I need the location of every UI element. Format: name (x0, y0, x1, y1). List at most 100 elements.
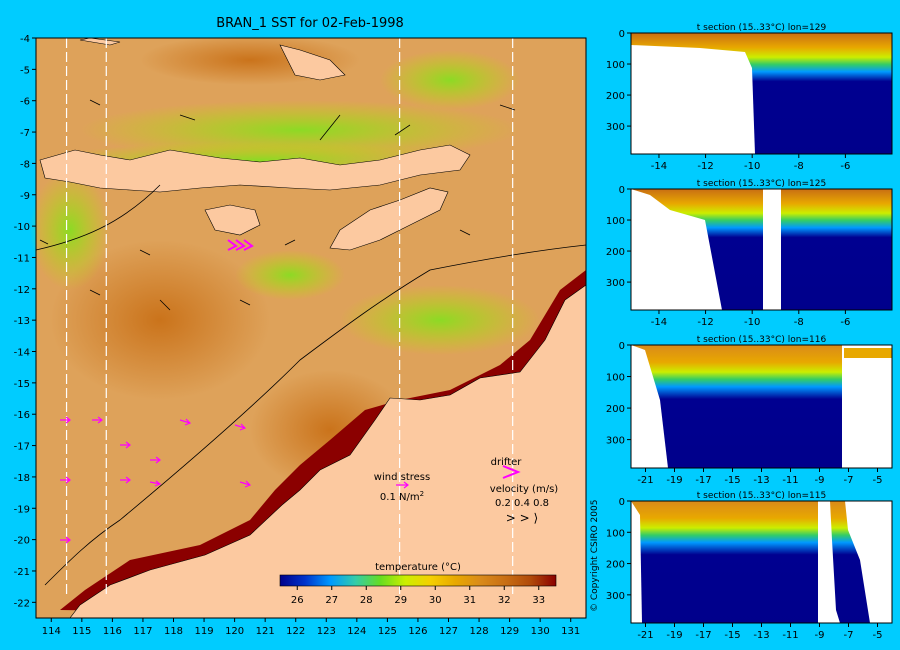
section-x-tick-label: -12 (697, 161, 713, 172)
section-y-tick-label: 100 (606, 528, 625, 539)
section-x-tick-label: -5 (873, 630, 883, 641)
section-lon-115 (631, 501, 892, 623)
colorbar-tick-label: 27 (325, 595, 338, 606)
map-y-tick-label: -8 (20, 159, 30, 170)
section-title: t section (15..33°C) lon=129 (697, 23, 827, 33)
map-y-tick-label: -5 (20, 65, 30, 76)
section-x-tick-label: -17 (695, 630, 711, 641)
section-x-tick-label: -7 (844, 630, 854, 641)
map-x-tick-label: 130 (531, 626, 550, 637)
colorbar-tick-label: 28 (360, 595, 373, 606)
section-y-tick-label: 0 (619, 185, 625, 196)
map-y-tick-label: -22 (14, 598, 30, 609)
section-land-mask (842, 345, 892, 468)
cool-patch (340, 285, 540, 355)
map-y-tick-label: -20 (14, 536, 30, 547)
map-y-tick-label: -7 (20, 128, 30, 139)
map-x-tick-label: 114 (42, 626, 61, 637)
wind-stress-value: 0.1 N/m2 (380, 490, 424, 503)
copyright-text: © Copyright CSIRO 2005 (590, 500, 600, 612)
drifter-label: drifter (491, 457, 523, 468)
section-y-tick-label: 0 (619, 341, 625, 352)
cool-patch (235, 250, 345, 300)
section-x-tick-label: -14 (651, 161, 667, 172)
map-y-tick-label: -6 (20, 97, 30, 108)
section-x-tick-label: -11 (782, 475, 798, 486)
map-x-tick-label: 122 (286, 626, 305, 637)
map-y-tick-label: -14 (14, 348, 30, 359)
map-y-tick-label: -9 (20, 191, 30, 202)
australia-land (69, 284, 587, 619)
section-axes: t section (15..33°C) lon=129 -14 -12 -10 -8 -… (606, 23, 893, 641)
colorbar-tick-label: 33 (532, 595, 545, 606)
map-y-tick-label: -17 (14, 442, 30, 453)
lesser-sunda-islands (39, 144, 471, 193)
timor-island (329, 187, 449, 251)
colorbar-label: temperature (°C) (375, 562, 461, 573)
map-y-axis: -4 -5 -6 -7 -8 -9 -10 -11 -12 -13 -14 -15 -16 -17 -18 -… (14, 34, 36, 609)
t-sections: t section (15..33°C) lon=129 -14 -12 -10 -8 -… (606, 23, 893, 641)
section-y-tick-label: 200 (606, 404, 625, 415)
section-land-mask (631, 45, 755, 154)
section-y-tick-label: 300 (606, 122, 625, 133)
cool-patch (30, 170, 110, 290)
section-y-tick-label: 100 (606, 373, 625, 384)
section-x-tick-label: -13 (753, 475, 769, 486)
sulawesi-south-island (279, 44, 346, 81)
map-x-tick-label: 124 (347, 626, 366, 637)
map-x-tick-label: 116 (103, 626, 122, 637)
depth-contour (35, 184, 587, 586)
section-x-tick-label: -21 (637, 475, 653, 486)
velocity-values: 0.2 0.4 0.8 (495, 498, 549, 509)
velocity-scale-arrows: > > ⟩ (506, 511, 538, 525)
section-lon-125 (631, 189, 892, 310)
section-x-tick-label: -15 (724, 630, 740, 641)
map-x-tick-label: 120 (225, 626, 244, 637)
section-y-tick-label: 300 (606, 278, 625, 289)
map-x-tick-label: 129 (500, 626, 519, 637)
section-land-mask (631, 501, 642, 623)
section-frame (630, 32, 893, 155)
colorbar (279, 574, 557, 587)
section-x-tick-label: -7 (844, 475, 854, 486)
section-x-tick-label: -10 (744, 161, 760, 172)
section-shelf-water (844, 348, 892, 358)
map-x-axis: 114 115 116 117 118 119 120 121 122 123 124 125 126 1… (42, 618, 580, 637)
sst-map: wind stress 0.1 N/m2 drifter velocity (m… (14, 34, 587, 637)
section-title: t section (15..33°C) lon=125 (697, 179, 826, 189)
drifter-track (227, 239, 254, 251)
section-x-tick-label: -9 (815, 475, 825, 486)
wind-stress-scale-arrow (396, 481, 409, 489)
chart-title: BRAN_1 SST for 02-Feb-1998 (216, 16, 404, 31)
velocity-label: velocity (m/s) (490, 484, 558, 495)
section-land-mask (631, 345, 668, 468)
map-x-tick-label: 115 (72, 626, 91, 637)
colorbar-tick-label: 31 (463, 595, 476, 606)
section-y-tick-label: 300 (606, 591, 625, 602)
drifter-legend-arrow (502, 465, 521, 479)
section-frame (630, 188, 893, 311)
section-x-tick-label: -10 (744, 317, 760, 328)
colorbar-tick-label: 26 (291, 595, 304, 606)
map-x-tick-label: 117 (133, 626, 152, 637)
section-y-tick-label: 100 (606, 60, 625, 71)
velocity-arrows (60, 416, 252, 544)
section-x-tick-label: -21 (637, 630, 653, 641)
map-x-tick-label: 128 (470, 626, 489, 637)
section-land-mask (631, 189, 722, 310)
cool-patch (380, 50, 520, 110)
map-y-tick-label: -13 (14, 316, 30, 327)
map-x-tick-label: 126 (408, 626, 427, 637)
map-y-tick-label: -12 (14, 285, 30, 296)
wind-stress-exponent: 2 (420, 490, 424, 498)
section-y-tick-label: 0 (619, 29, 625, 40)
wind-stress-unit: 0.1 N/m (380, 492, 420, 503)
warm-patch (50, 240, 270, 400)
section-y-tick-label: 200 (606, 91, 625, 102)
colorbar-tick-label: 30 (429, 595, 442, 606)
map-x-tick-label: 123 (317, 626, 336, 637)
map-x-tick-label: 131 (561, 626, 580, 637)
wind-stress-label: wind stress (374, 472, 430, 483)
section-land-mask (763, 189, 781, 310)
section-x-tick-label: -19 (666, 630, 682, 641)
